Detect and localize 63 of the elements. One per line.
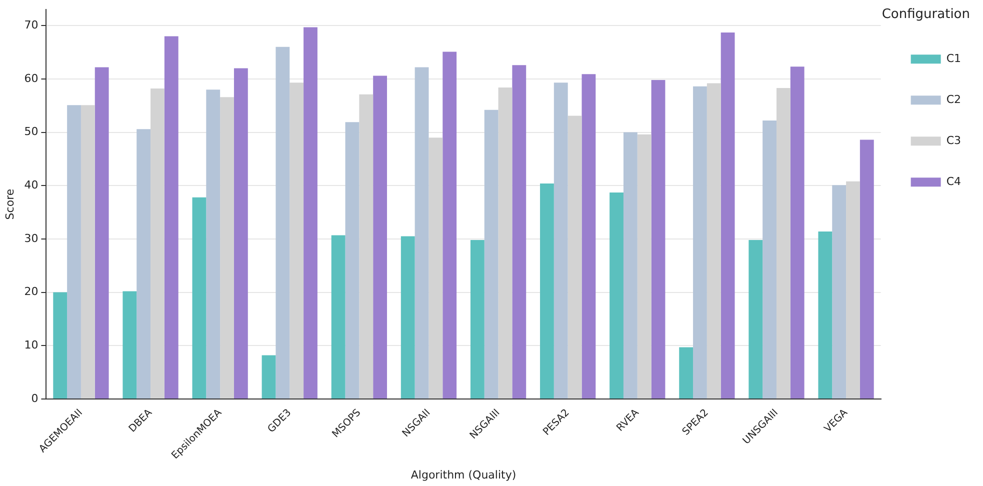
bar bbox=[150, 88, 164, 398]
y-tick-label: 60 bbox=[24, 72, 38, 85]
bar bbox=[206, 90, 220, 398]
bar bbox=[610, 192, 624, 398]
y-tick-label: 10 bbox=[24, 338, 38, 352]
x-axis-title: Algorithm (Quality) bbox=[410, 468, 516, 482]
bar bbox=[818, 231, 832, 398]
bar bbox=[720, 32, 735, 398]
bar bbox=[428, 138, 443, 398]
bar bbox=[679, 347, 694, 398]
bar bbox=[832, 185, 846, 398]
bar bbox=[262, 355, 276, 398]
bar bbox=[762, 120, 776, 398]
y-tick-label: 70 bbox=[24, 18, 38, 32]
bar bbox=[748, 240, 763, 398]
bar bbox=[331, 235, 346, 398]
bar bbox=[637, 134, 652, 398]
bar bbox=[776, 88, 790, 398]
y-axis-title: Score bbox=[3, 188, 16, 220]
bar bbox=[164, 36, 178, 398]
bar bbox=[846, 181, 860, 398]
legend-label: C1 bbox=[946, 52, 962, 65]
y-tick-label: 20 bbox=[24, 285, 38, 298]
bar bbox=[582, 74, 596, 398]
legend-label: C2 bbox=[946, 92, 962, 106]
bar bbox=[568, 116, 582, 398]
bar bbox=[192, 197, 206, 398]
bar bbox=[290, 82, 304, 398]
bar bbox=[790, 66, 804, 398]
bar bbox=[470, 240, 484, 398]
bar bbox=[80, 105, 95, 398]
bar bbox=[373, 76, 387, 398]
bar bbox=[554, 82, 568, 398]
bar bbox=[442, 52, 457, 398]
bar bbox=[706, 83, 721, 398]
bar bbox=[498, 87, 512, 398]
bar bbox=[400, 236, 415, 398]
bar bbox=[623, 132, 638, 398]
bar bbox=[345, 122, 360, 398]
bar bbox=[276, 46, 290, 398]
y-tick-label: 50 bbox=[24, 125, 38, 138]
bar bbox=[414, 67, 429, 398]
bar bbox=[860, 140, 874, 398]
bar bbox=[651, 80, 666, 398]
bar bbox=[693, 86, 707, 398]
y-tick-label: 0 bbox=[31, 392, 38, 405]
bar bbox=[136, 129, 151, 398]
bar bbox=[484, 110, 498, 398]
bar bbox=[359, 94, 374, 398]
bar bbox=[512, 65, 526, 398]
bar bbox=[540, 183, 554, 398]
legend-title: Configuration bbox=[882, 6, 970, 22]
y-tick-label: 30 bbox=[24, 232, 38, 245]
bar bbox=[220, 97, 234, 398]
bar bbox=[67, 105, 81, 398]
bar bbox=[304, 27, 318, 398]
bar bbox=[234, 68, 248, 398]
bar bbox=[94, 67, 109, 398]
y-tick-label: 40 bbox=[24, 178, 38, 192]
bar bbox=[53, 292, 68, 398]
legend-label: C4 bbox=[946, 174, 962, 188]
bar bbox=[122, 291, 137, 398]
legend-label: C3 bbox=[946, 134, 962, 147]
